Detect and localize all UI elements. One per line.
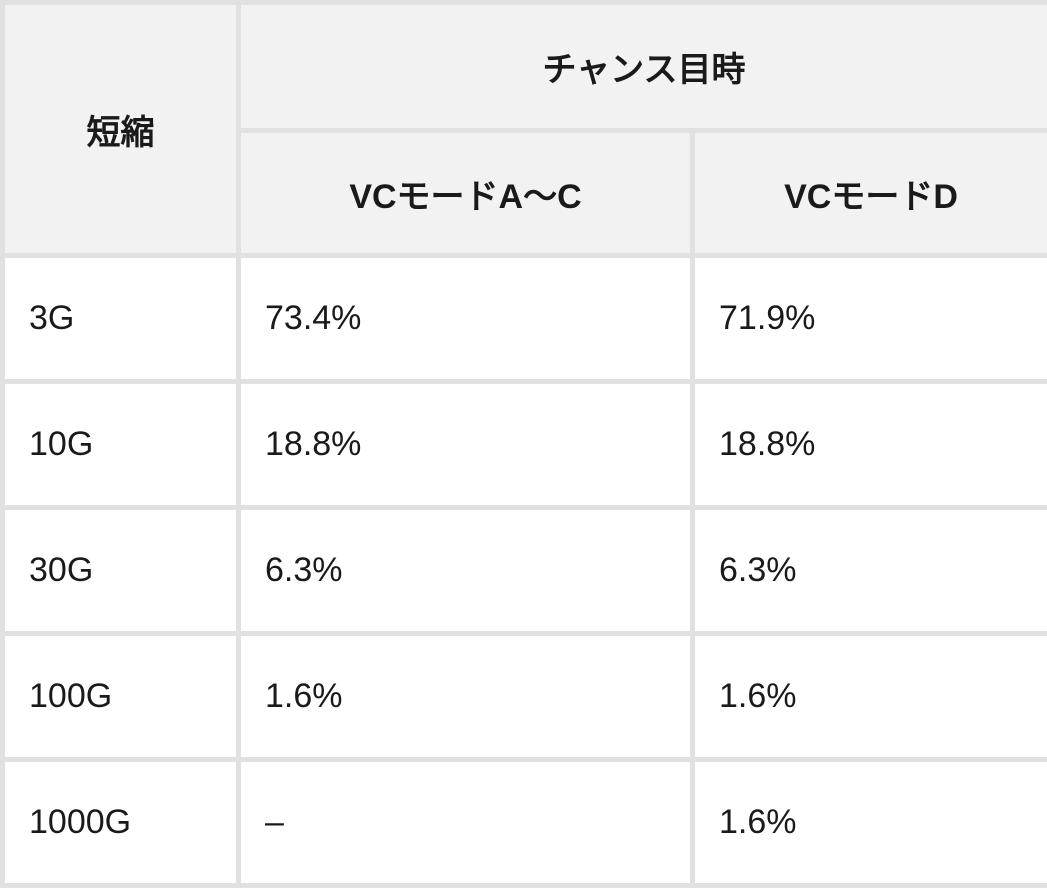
row-label: 3G <box>0 253 241 384</box>
cell: 18.8% <box>689 379 1047 510</box>
table-head: 短縮 チャンス目時 VCモードA〜C VCモードD <box>0 0 1047 258</box>
row-label: 10G <box>0 379 241 510</box>
cell: 1.6% <box>689 757 1047 888</box>
row-label-header: 短縮 <box>0 0 241 258</box>
header-row: 短縮 チャンス目時 <box>0 0 1047 258</box>
data-row: 30G 6.3% 6.3% <box>0 505 1047 636</box>
data-row: 3G 73.4% 71.9% <box>0 253 1047 384</box>
group-header: チャンス目時 <box>235 0 1047 133</box>
data-row: 1000G –1.6% <box>0 757 1047 888</box>
cell: 18.8% <box>236 379 695 510</box>
cell: 71.9% <box>689 253 1047 384</box>
cell: 1.6% <box>689 631 1047 762</box>
data-row: 10G 18.8% 18.8% <box>0 379 1047 510</box>
data-row: 100G 1.6% 1.6% <box>0 631 1047 762</box>
cell: – <box>236 757 695 888</box>
row-label: 100G <box>0 631 241 762</box>
cell: 6.3% <box>689 505 1047 636</box>
column-header: VCモードA〜C <box>236 128 695 258</box>
row-label: 30G <box>0 505 241 636</box>
cell: 73.4% <box>236 253 695 384</box>
cell: 1.6% <box>236 631 695 762</box>
cell: 6.3% <box>236 505 695 636</box>
row-label: 1000G <box>0 757 241 888</box>
header-row: VCモードA〜C VCモードD <box>3 128 1047 258</box>
column-header: VCモードD <box>689 128 1047 258</box>
table-body: 3G 73.4% 71.9% 10G 18.8% 18.8% 30G 6.3% 6.3% 100G… <box>0 253 1047 888</box>
